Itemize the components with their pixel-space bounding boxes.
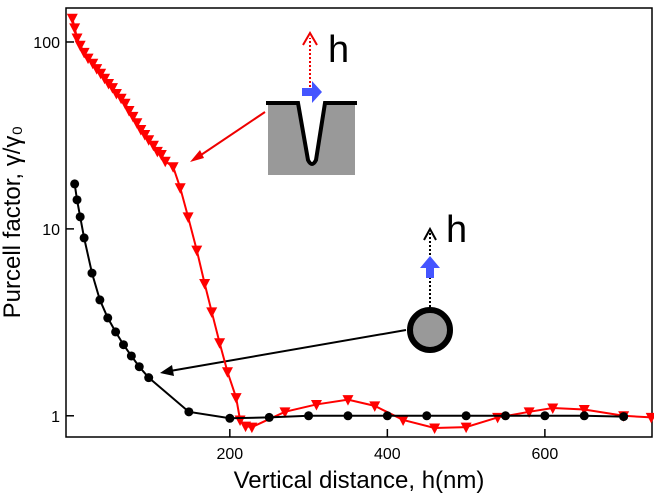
point: [343, 411, 353, 421]
point: [264, 412, 274, 422]
point: [123, 105, 135, 117]
point: [369, 401, 381, 412]
point: [382, 411, 392, 421]
point: [199, 279, 211, 290]
point: [579, 411, 589, 421]
point: [106, 83, 118, 94]
annotation: h: [446, 209, 467, 251]
point: [279, 407, 291, 418]
tip-inset: [190, 31, 357, 175]
plot-frame: [65, 7, 653, 438]
point: [191, 245, 203, 257]
point: [118, 340, 128, 350]
y-tick-label: 1: [51, 409, 60, 426]
point: [103, 313, 113, 323]
point: [71, 33, 83, 45]
point: [159, 156, 171, 168]
series-line: [71, 17, 652, 430]
point: [74, 40, 86, 52]
point: [95, 295, 105, 305]
point: [87, 268, 97, 278]
point: [79, 233, 89, 243]
point: [645, 412, 654, 424]
x-axis-title: Vertical distance, h(nm): [234, 467, 485, 494]
sphere-inset: [160, 226, 453, 376]
x-tick-label: 200: [216, 446, 243, 463]
point: [75, 212, 85, 222]
point: [547, 403, 559, 415]
x-tick-label: 600: [532, 446, 559, 463]
point: [134, 362, 144, 372]
point: [578, 405, 590, 416]
point: [167, 162, 179, 173]
point: [230, 393, 242, 404]
point: [126, 351, 136, 361]
annotation: h: [328, 29, 349, 71]
point: [66, 13, 78, 25]
point: [304, 411, 314, 421]
point: [225, 413, 235, 423]
y-tick-label: 100: [33, 35, 60, 52]
point: [131, 118, 143, 129]
point: [70, 179, 80, 189]
point: [501, 411, 510, 421]
point: [214, 338, 226, 349]
y-tick-label: 10: [42, 222, 60, 239]
point: [174, 183, 186, 194]
point: [342, 395, 354, 406]
point: [119, 98, 131, 110]
point: [184, 407, 194, 417]
series-line: [73, 183, 624, 420]
point: [111, 327, 121, 337]
point: [310, 399, 322, 411]
point: [246, 422, 258, 434]
point: [422, 411, 432, 421]
point: [143, 135, 155, 146]
point: [69, 23, 81, 34]
point: [461, 411, 471, 421]
point: [72, 195, 82, 205]
point: [144, 373, 154, 383]
point: [87, 58, 99, 70]
point: [397, 415, 409, 426]
point: [523, 407, 535, 418]
point: [619, 412, 629, 422]
point: [206, 307, 218, 318]
y-axis-title: Purcell factor, γ/γ₀: [0, 126, 26, 319]
x-tick-label: 400: [374, 446, 401, 463]
point: [78, 47, 90, 59]
point: [147, 140, 159, 152]
point: [127, 111, 139, 123]
point: [460, 422, 472, 434]
point: [182, 212, 194, 223]
point: [429, 423, 441, 435]
point: [540, 411, 550, 421]
point: [221, 367, 233, 378]
point: [155, 150, 167, 161]
